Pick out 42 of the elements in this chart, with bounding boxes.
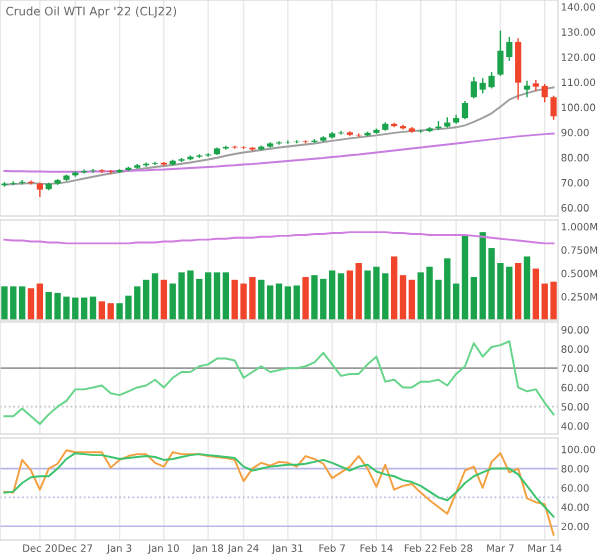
bar: [27, 288, 35, 320]
bar: [311, 275, 318, 320]
candlestick: [497, 29, 504, 77]
bar: [142, 279, 150, 320]
candlestick: [541, 83, 548, 103]
bar: [550, 281, 557, 320]
line-series: [3, 449, 555, 536]
bar: [1, 286, 8, 320]
line-series: [3, 132, 555, 173]
candlestick: [98, 168, 105, 174]
bar: [213, 272, 221, 320]
bar: [258, 279, 265, 320]
bar: [222, 272, 230, 320]
candlestick: [523, 80, 531, 98]
bar: [18, 286, 26, 320]
bar: [328, 270, 336, 320]
bar: [204, 272, 212, 320]
bar: [284, 286, 292, 320]
candlestick: [19, 179, 26, 186]
bar: [107, 303, 114, 320]
line-series: [3, 340, 555, 425]
bar: [302, 277, 309, 320]
candlestick: [550, 94, 557, 121]
bar: [293, 285, 300, 320]
bar: [151, 273, 159, 320]
bar: [390, 256, 398, 320]
bar: [160, 279, 168, 320]
bar: [346, 270, 354, 320]
bar: [514, 262, 522, 320]
candlestick: [515, 37, 522, 101]
bar: [337, 273, 345, 320]
bar: [36, 283, 44, 320]
bar: [461, 234, 469, 320]
bar: [408, 279, 416, 320]
bar: [266, 285, 274, 320]
bar: [98, 301, 106, 320]
candlestick: [461, 100, 469, 120]
bar: [532, 268, 540, 320]
bar: [523, 256, 531, 320]
bar: [275, 283, 283, 320]
line-series: [3, 452, 555, 518]
bar: [355, 262, 362, 320]
